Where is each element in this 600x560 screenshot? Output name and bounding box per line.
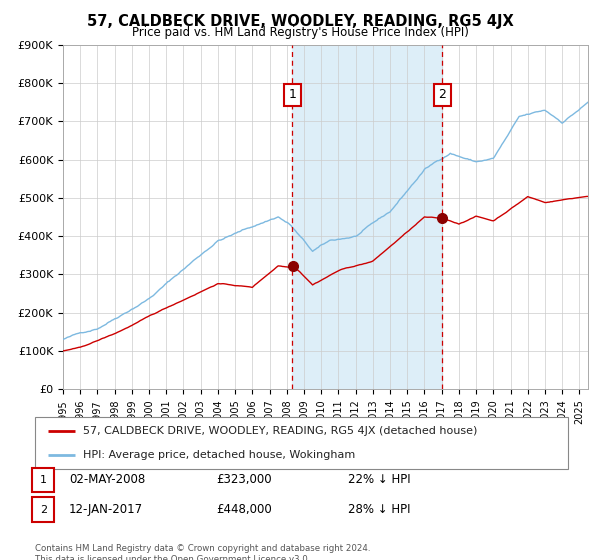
Text: 57, CALDBECK DRIVE, WOODLEY, READING, RG5 4JX: 57, CALDBECK DRIVE, WOODLEY, READING, RG… xyxy=(86,14,514,29)
Text: 2: 2 xyxy=(40,505,47,515)
Text: HPI: Average price, detached house, Wokingham: HPI: Average price, detached house, Woki… xyxy=(83,450,355,460)
Text: 22% ↓ HPI: 22% ↓ HPI xyxy=(348,473,410,487)
Text: 1: 1 xyxy=(289,88,296,101)
Text: 12-JAN-2017: 12-JAN-2017 xyxy=(69,503,143,516)
Text: 28% ↓ HPI: 28% ↓ HPI xyxy=(348,503,410,516)
Text: 1: 1 xyxy=(40,475,47,485)
FancyBboxPatch shape xyxy=(32,497,54,522)
Text: Price paid vs. HM Land Registry's House Price Index (HPI): Price paid vs. HM Land Registry's House … xyxy=(131,26,469,39)
Text: £323,000: £323,000 xyxy=(216,473,272,487)
Bar xyxy=(292,45,442,389)
FancyBboxPatch shape xyxy=(35,417,568,469)
Text: 57, CALDBECK DRIVE, WOODLEY, READING, RG5 4JX (detached house): 57, CALDBECK DRIVE, WOODLEY, READING, RG… xyxy=(83,426,477,436)
Text: 02-MAY-2008: 02-MAY-2008 xyxy=(69,473,145,487)
FancyBboxPatch shape xyxy=(32,468,54,492)
Text: Contains HM Land Registry data © Crown copyright and database right 2024.
This d: Contains HM Land Registry data © Crown c… xyxy=(35,544,370,560)
Text: £448,000: £448,000 xyxy=(216,503,272,516)
Text: 2: 2 xyxy=(439,88,446,101)
